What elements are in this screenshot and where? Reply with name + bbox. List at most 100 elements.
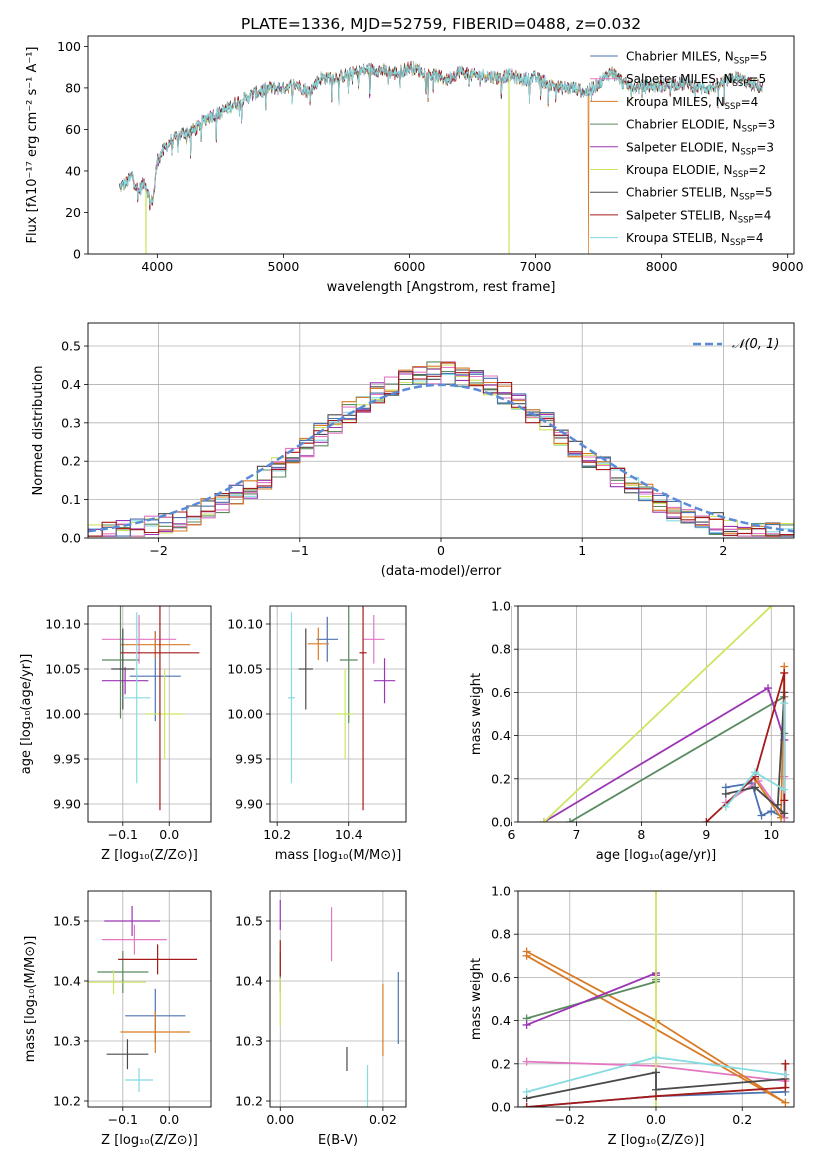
- x-tick-label: 8: [637, 827, 645, 842]
- x-tick-label: 7: [572, 827, 580, 842]
- errorbar-point: [125, 1068, 153, 1092]
- axes-frame: [269, 890, 407, 1108]
- y-tick-label: 9.95: [53, 752, 81, 767]
- x-tick-label: −0.1: [108, 827, 138, 842]
- y-tick-label: 10.4: [53, 974, 81, 989]
- x-tick-label: 4000: [141, 259, 173, 274]
- weight-line: [526, 971, 657, 1026]
- spectrum-line: [119, 61, 763, 254]
- errorbar-point: [120, 606, 200, 811]
- plot-area: [88, 906, 198, 1092]
- weight-marker: [781, 1059, 790, 1068]
- legend-entry: Kroupa MILES, NSSP=4: [626, 95, 758, 112]
- x-axis-label: mass [log₁₀(M/M⊙)]: [275, 848, 402, 863]
- y-tick-label: 40: [65, 163, 81, 178]
- weight-marker: [522, 951, 531, 960]
- x-tick-label: 9: [702, 827, 710, 842]
- axes-frame: [87, 890, 212, 1108]
- errorbar-point: [111, 628, 135, 710]
- axes-frame: [87, 35, 795, 255]
- weight-marker: [652, 1068, 660, 1077]
- x-tick-label: 10: [763, 827, 779, 842]
- y-tick-label: 20: [65, 205, 81, 220]
- legend-entry: Chabrier STELIB, NSSP=5: [626, 186, 773, 203]
- errorbar-point: [373, 658, 396, 704]
- weight-marker: [539, 818, 548, 822]
- errorbar-point: [118, 944, 198, 975]
- plot-area: [522, 891, 790, 1107]
- x-tick-label: 2: [719, 543, 727, 558]
- y-tick-label: 10.00: [227, 707, 263, 722]
- x-axis-label: wavelength [Angstrom, rest frame]: [327, 280, 556, 295]
- y-tick-label: 1.0: [491, 599, 511, 614]
- x-tick-label: 0.0: [646, 1112, 666, 1127]
- legend-entry: Salpeter STELIB, NSSP=4: [626, 208, 771, 225]
- x-tick-label: 0.0: [159, 827, 179, 842]
- x-axis-label: (data-model)/error: [381, 564, 502, 579]
- y-tick-label: 1.0: [491, 884, 511, 899]
- y-tick-label: 0.0: [491, 1100, 511, 1115]
- errorbar-point: [287, 612, 296, 784]
- plot-area: [279, 900, 399, 1107]
- axes-frame: [87, 605, 212, 823]
- weight-marker: [773, 800, 782, 809]
- errorbar-point: [88, 970, 147, 995]
- weight-marker: [751, 768, 760, 777]
- y-tick-label: 10.4: [235, 974, 263, 989]
- x-tick-label: 0.00: [266, 1112, 294, 1127]
- x-tick-label: 10.2: [263, 827, 291, 842]
- errorbar-point: [363, 615, 385, 664]
- plot-area: [101, 606, 200, 811]
- x-tick-label: 6: [508, 827, 516, 842]
- weight-marker: [751, 783, 760, 792]
- y-tick-label: 0.3: [61, 415, 81, 430]
- figure-title: PLATE=1336, MJD=52759, FIBERID=0488, z=0…: [241, 15, 641, 33]
- age-vs-mass-panel: 10.2 10.4 9.90 9.95 10.00 10.05 10.10 mass [log…: [227, 605, 407, 863]
- weight-line: [543, 606, 772, 822]
- y-tick-label: 0.4: [491, 1013, 511, 1028]
- y-tick-label: 10.00: [45, 707, 81, 722]
- x-axis-label: Z [log₁₀(Z/Z⊙)]: [101, 1133, 198, 1148]
- axes-frame: [517, 605, 795, 823]
- y-tick-label: 0.6: [491, 685, 511, 700]
- gaussian-curve: [88, 383, 794, 533]
- errorbar-point: [97, 951, 149, 993]
- weight-marker: [721, 789, 730, 798]
- plot-area: [119, 60, 763, 254]
- legend-entry: Kroupa STELIB, NSSP=4: [626, 231, 764, 248]
- spectrum-line: [119, 61, 763, 206]
- x-tick-label: −0.2: [555, 1112, 585, 1127]
- legend-entry: Chabrier MILES, NSSP=5: [626, 50, 767, 67]
- weight-marker: [780, 668, 789, 677]
- y-tick-label: 0.5: [61, 339, 81, 354]
- weight-vs-Z-panel: −0.2 0.0 0.2 0.0 0.2 0.4 0.6 0.8 1.0 Z [log₁₀(Z/Z…: [469, 884, 795, 1148]
- y-tick-label: 10.3: [53, 1034, 81, 1049]
- errorbar-point: [101, 667, 149, 695]
- y-tick-label: 10.5: [53, 914, 81, 929]
- mass-vs-ebv-panel: 0.00 0.02 10.2 10.3 10.4 10.5 E(B-V): [235, 890, 407, 1148]
- y-axis-label: mass weight: [469, 673, 484, 755]
- y-tick-label: 0.2: [61, 454, 81, 469]
- errorbar-point: [339, 606, 358, 723]
- axes-frame: [517, 890, 795, 1108]
- x-tick-label: 1: [578, 543, 586, 558]
- y-tick-label: 10.05: [45, 662, 81, 677]
- y-axis-label: mass weight: [469, 958, 484, 1040]
- errorbar-point: [298, 628, 313, 710]
- weight-marker: [522, 1057, 531, 1066]
- y-tick-label: 9.90: [235, 797, 263, 812]
- mass-vs-Z-panel: −0.1 0.0 10.2 10.3 10.4 10.5 Z [log₁₀(Z/Z⊙)] ma…: [23, 890, 212, 1148]
- y-tick-label: 0.6: [491, 970, 511, 985]
- x-tick-label: 0.02: [369, 1112, 397, 1127]
- errorbar-point: [106, 1039, 149, 1070]
- y-tick-label: 0.2: [491, 1056, 511, 1071]
- x-axis-label: Z [log₁₀(Z/Z⊙)]: [608, 1133, 705, 1148]
- errorbar-point: [101, 924, 167, 955]
- y-axis-label: age [log₁₀(age/yr)]: [19, 654, 34, 775]
- spectrum-panel: 4000 5000 6000 7000 8000 9000 0 20 40 60 80 100 wave…: [25, 35, 804, 295]
- errorbar-point: [101, 606, 140, 719]
- y-tick-label: 10.10: [45, 617, 81, 632]
- weight-marker: [781, 1098, 790, 1107]
- weight-line: [526, 1071, 786, 1100]
